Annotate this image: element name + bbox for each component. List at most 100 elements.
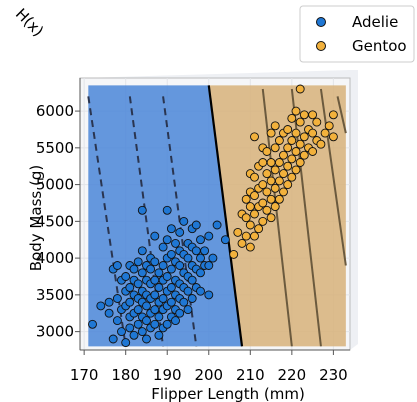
point-gentoo: [308, 128, 318, 138]
point-gentoo: [274, 176, 284, 186]
point-gentoo: [245, 202, 255, 212]
point-adelie: [137, 246, 147, 256]
point-gentoo: [266, 158, 276, 167]
point-adelie: [129, 330, 139, 340]
point-adelie: [96, 301, 106, 311]
x-tick-label: 210: [236, 366, 265, 384]
point-adelie: [137, 268, 147, 278]
point-adelie: [154, 268, 164, 278]
point-adelie: [125, 283, 135, 292]
point-adelie: [166, 224, 176, 234]
point-adelie: [104, 297, 114, 307]
point-adelie: [117, 327, 126, 337]
point-adelie: [129, 264, 139, 274]
point-adelie: [204, 261, 214, 270]
y-tick-label: 5000: [36, 176, 74, 194]
point-gentoo: [299, 132, 309, 142]
point-gentoo: [233, 227, 243, 237]
point-gentoo: [295, 158, 305, 167]
x-tick-label: 190: [153, 366, 182, 384]
point-adelie: [104, 308, 114, 318]
point-adelie: [158, 242, 168, 252]
point-gentoo: [258, 158, 268, 167]
point-gentoo: [250, 231, 259, 241]
y-tick-label: 5500: [36, 139, 74, 157]
point-adelie: [196, 268, 205, 278]
point-adelie: [125, 297, 135, 307]
point-adelie: [204, 231, 214, 241]
point-gentoo: [287, 172, 297, 182]
point-gentoo: [270, 183, 280, 193]
point-adelie: [183, 253, 193, 263]
point-gentoo: [279, 150, 288, 160]
point-adelie: [121, 272, 131, 281]
point-gentoo: [262, 147, 272, 156]
point-gentoo: [283, 125, 293, 134]
point-adelie: [133, 305, 143, 315]
point-adelie: [108, 334, 118, 344]
legend-frame: [299, 5, 415, 63]
y-tick-label: 4000: [36, 249, 74, 267]
point-adelie: [183, 305, 193, 315]
y-tick-label: 4500: [36, 212, 74, 230]
point-adelie: [150, 305, 160, 315]
boundary-line: [207, 85, 244, 347]
x-tick-label: 220: [278, 366, 307, 384]
legend: Adelie Gentoo: [299, 5, 415, 63]
point-gentoo: [254, 224, 264, 234]
point-gentoo: [270, 202, 280, 212]
point-gentoo: [299, 110, 309, 120]
point-adelie: [121, 338, 131, 348]
point-adelie: [150, 319, 160, 329]
axes: 170 180 190 200 210 220 230 3000 3500 4000 4500 500…: [36, 78, 350, 384]
point-adelie: [187, 275, 197, 285]
point-gentoo: [266, 176, 276, 186]
y-tick-label: 6000: [36, 102, 74, 120]
point-gentoo: [258, 180, 268, 190]
contour-line-adelie: [87, 96, 127, 347]
point-gentoo: [328, 132, 338, 142]
point-gentoo: [308, 147, 318, 156]
legend-marker-adelie: [316, 17, 326, 27]
point-adelie: [175, 308, 185, 318]
point-adelie: [162, 319, 172, 329]
x-tick-label: 200: [194, 366, 223, 384]
point-gentoo: [262, 169, 272, 179]
legend-label-gentoo: Gentoo: [352, 37, 407, 55]
point-gentoo: [295, 139, 305, 149]
point-gentoo: [245, 220, 255, 230]
x-axis-label: Flipper Length (mm): [151, 385, 305, 402]
point-gentoo: [287, 136, 297, 145]
decision-boundary: [207, 85, 244, 347]
point-adelie: [183, 286, 193, 296]
point-adelie: [150, 290, 160, 300]
point-gentoo: [250, 132, 259, 142]
point-gentoo: [258, 216, 268, 226]
point-gentoo: [291, 165, 301, 175]
point-adelie: [162, 272, 172, 281]
point-adelie: [133, 319, 143, 329]
point-adelie: [166, 249, 176, 259]
x-tick-label: 180: [111, 366, 140, 384]
point-gentoo: [241, 231, 251, 241]
point-adelie: [204, 290, 214, 300]
point-gentoo: [245, 242, 255, 252]
point-gentoo: [241, 194, 251, 204]
point-adelie: [208, 253, 218, 263]
legend-marker-gentoo: [316, 41, 326, 51]
point-adelie: [142, 316, 151, 326]
point-gentoo: [262, 205, 272, 215]
point-gentoo: [262, 187, 272, 197]
point-gentoo: [283, 180, 293, 190]
point-gentoo: [274, 194, 284, 204]
legend-label-adelie: Adelie: [352, 13, 398, 31]
point-adelie: [158, 294, 168, 303]
point-adelie: [112, 316, 122, 326]
x-tick-label: 170: [70, 366, 99, 384]
point-gentoo: [287, 113, 297, 123]
point-gentoo: [291, 128, 301, 138]
contour-line-gentoo: [336, 96, 347, 134]
point-adelie: [196, 286, 205, 296]
point-adelie: [125, 323, 135, 333]
